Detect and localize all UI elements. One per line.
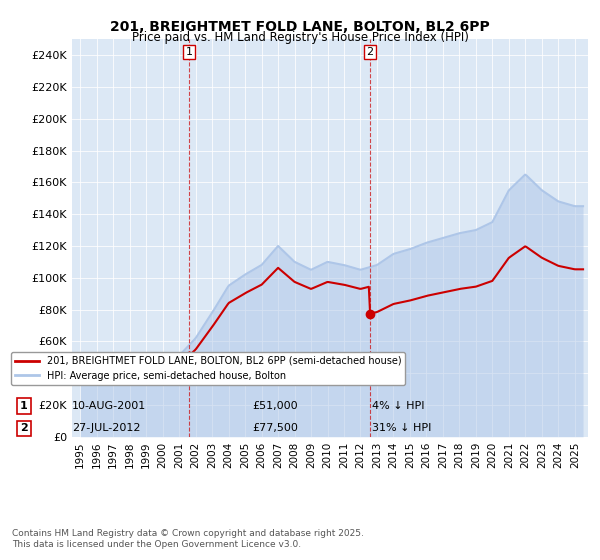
Text: £77,500: £77,500	[252, 423, 298, 433]
Text: Contains HM Land Registry data © Crown copyright and database right 2025.
This d: Contains HM Land Registry data © Crown c…	[12, 529, 364, 549]
Text: 1: 1	[185, 47, 193, 57]
Text: 31% ↓ HPI: 31% ↓ HPI	[372, 423, 431, 433]
Text: 201, BREIGHTMET FOLD LANE, BOLTON, BL2 6PP: 201, BREIGHTMET FOLD LANE, BOLTON, BL2 6…	[110, 20, 490, 34]
Text: 1: 1	[20, 401, 28, 411]
Text: £51,000: £51,000	[252, 401, 298, 411]
Text: Price paid vs. HM Land Registry's House Price Index (HPI): Price paid vs. HM Land Registry's House …	[131, 31, 469, 44]
Text: 4% ↓ HPI: 4% ↓ HPI	[372, 401, 425, 411]
Legend: 201, BREIGHTMET FOLD LANE, BOLTON, BL2 6PP (semi-detached house), HPI: Average p: 201, BREIGHTMET FOLD LANE, BOLTON, BL2 6…	[11, 352, 406, 385]
Text: 10-AUG-2001: 10-AUG-2001	[72, 401, 146, 411]
Text: 27-JUL-2012: 27-JUL-2012	[72, 423, 140, 433]
Text: 2: 2	[367, 47, 373, 57]
Text: 2: 2	[20, 423, 28, 433]
